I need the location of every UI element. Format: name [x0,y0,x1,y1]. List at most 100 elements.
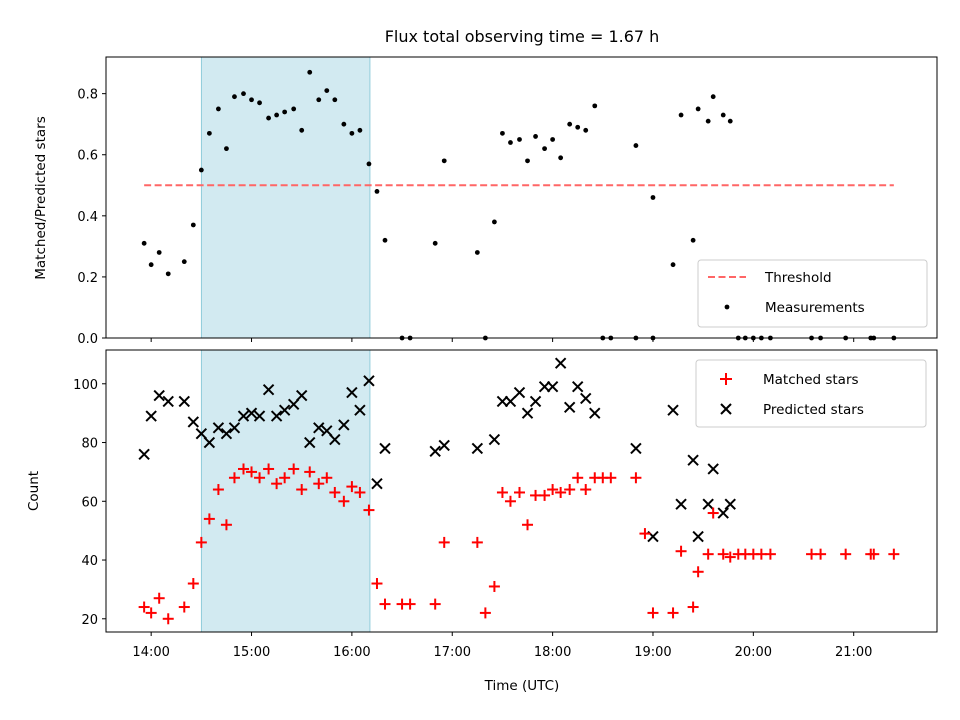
measurement-point [492,219,497,225]
measurement-point [307,69,313,75]
measurement-point [550,137,556,142]
measurement-point [316,97,322,103]
matched-star-point [254,472,266,484]
measurement-point [441,158,447,164]
matched-star-point [647,607,659,619]
measurement-point [517,137,522,142]
legend-matched-label: Matched stars [763,372,859,388]
predicted-star-point [338,419,350,431]
measurement-point [670,262,676,268]
matched-star-point [145,607,157,619]
predicted-star-point [162,395,174,408]
top-y-tick-label: 0.8 [77,88,98,103]
matched-star-point [271,478,283,490]
predicted-star-point [504,395,517,408]
matched-star-point [488,580,500,592]
predicted-star-point [313,422,325,434]
matched-star-point [346,481,358,493]
predicted-x-stroke [589,407,601,419]
measurement-point [710,94,716,100]
matched-star-point [888,548,900,560]
predicted-x-stroke [471,442,484,455]
measurement-point [198,167,204,173]
matched-star-point [279,472,291,484]
matched-star-point [717,548,729,560]
measurement-point [366,161,372,167]
predicted-x-stroke [529,395,542,408]
measurement-point [224,146,229,152]
matched-star-point [162,613,174,625]
matched-star-point [605,472,617,484]
measurement-point [148,262,154,268]
measurement-point [181,259,187,265]
matched-star-point [840,548,852,560]
predicted-x-stroke [702,498,714,510]
matched-star-point [321,472,333,484]
predicted-x-stroke [270,410,283,422]
measurement-point [332,97,338,103]
predicted-star-point [237,410,250,422]
top-shaded-region [200,56,371,339]
x-tick-label: 19:00 [634,645,671,660]
matched-star-point [564,484,576,496]
predicted-star-point [329,433,341,446]
measurement-point [299,127,305,133]
measurement-point [567,121,573,127]
predicted-x-stroke [195,428,208,440]
predicted-x-stroke [262,383,275,396]
matched-star-point [212,484,224,496]
top-panel: 0.00.20.40.60.8 Matched/Predicted stars … [33,56,938,347]
measurement-point [274,112,280,118]
measurement-point [508,140,513,145]
predicted-x-stroke [138,448,150,460]
predicted-x-stroke [488,433,501,446]
predicted-x-stroke [178,395,190,408]
matched-star-point [329,486,341,498]
predicted-star-point [270,410,283,422]
matched-star-point [764,548,776,560]
predicted-star-point [571,381,584,393]
predicted-star-point [371,477,383,490]
legend-matched-swatch [720,373,732,385]
matched-star-point [630,472,642,484]
measurement-point [232,94,237,100]
predicted-star-point [580,392,592,405]
measurement-point [583,127,589,133]
predicted-x-stroke [630,442,642,455]
predicted-x-stroke [580,392,592,405]
measurement-point [357,127,363,133]
matched-star-point [363,504,375,516]
predicted-x-stroke [346,386,358,399]
predicted-star-point [253,410,266,422]
matched-star-point [371,578,383,590]
predicted-star-point [630,442,642,455]
predicted-star-point [354,404,366,416]
x-tick-label: 17:00 [434,645,471,660]
predicted-star-point [438,439,450,452]
predicted-x-stroke [313,422,325,434]
predicted-x-stroke [675,498,687,510]
measurement-point [291,106,297,112]
predicted-x-stroke [245,407,258,419]
measurement-point [592,103,598,109]
predicted-x-stroke [187,416,200,428]
bottom-y-tick-label: 100 [73,378,98,393]
matched-star-point [547,484,559,496]
predicted-star-point [145,410,157,422]
predicted-x-stroke [329,433,341,446]
matched-star-point [504,495,516,507]
predicted-x-stroke [717,507,729,519]
bottom-y-axis-label: Count [26,471,42,511]
predicted-star-point [563,401,576,413]
predicted-star-point [692,530,704,543]
matched-star-point [288,463,300,475]
x-tick-label: 20:00 [735,645,772,660]
legend-predicted-swatch [720,403,732,415]
matched-star-point [496,486,508,498]
predicted-x-stroke [153,389,165,402]
matched-star-point [195,536,207,548]
x-tick-label: 16:00 [333,645,370,660]
predicted-x-stroke [363,375,375,387]
matched-star-point [263,463,275,475]
legend-threshold-label: Threshold [764,270,832,286]
